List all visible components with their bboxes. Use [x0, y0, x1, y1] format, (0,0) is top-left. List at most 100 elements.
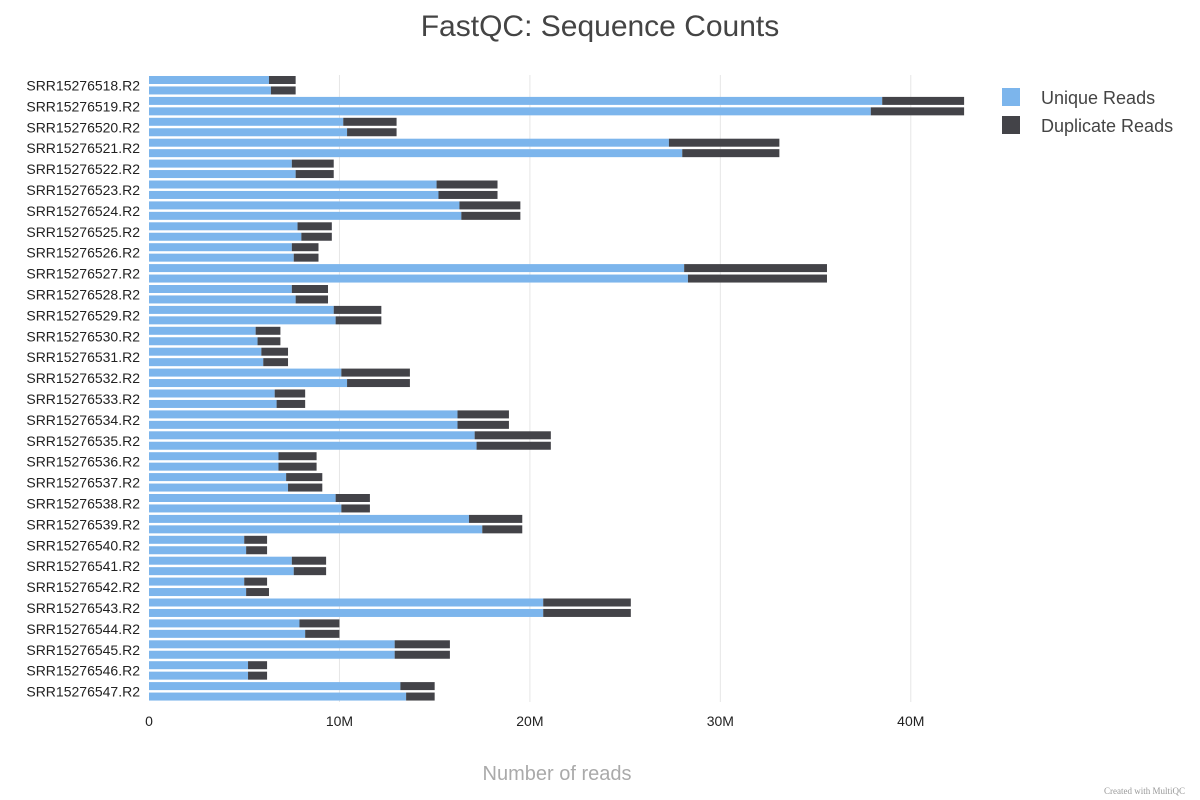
bar-group-56[interactable] [149, 661, 268, 670]
bar-group-55[interactable] [149, 650, 450, 659]
bar-unique-34[interactable] [149, 431, 475, 440]
bar-unique-7[interactable] [149, 149, 683, 158]
bar-duplicate-36[interactable] [278, 452, 317, 461]
bar-unique-18[interactable] [149, 264, 685, 273]
bar-group-59[interactable] [149, 692, 435, 701]
bar-unique-27[interactable] [149, 358, 264, 367]
bar-duplicate-44[interactable] [244, 535, 268, 544]
bar-group-48[interactable] [149, 577, 268, 586]
bar-unique-48[interactable] [149, 577, 245, 586]
bar-group-14[interactable] [149, 222, 332, 231]
bar-group-8[interactable] [149, 159, 334, 168]
bar-duplicate-28[interactable] [341, 368, 410, 377]
bar-duplicate-49[interactable] [246, 588, 269, 597]
bar-duplicate-5[interactable] [347, 128, 397, 137]
bar-duplicate-59[interactable] [406, 692, 435, 701]
bar-unique-12[interactable] [149, 201, 460, 210]
bar-unique-19[interactable] [149, 274, 688, 283]
bar-group-37[interactable] [149, 462, 317, 471]
bar-group-23[interactable] [149, 316, 382, 325]
bar-unique-58[interactable] [149, 682, 401, 691]
bar-group-29[interactable] [149, 379, 410, 388]
bar-group-11[interactable] [149, 190, 498, 199]
bar-unique-24[interactable] [149, 326, 256, 335]
credit-text[interactable]: Created with MultiQC [1104, 786, 1185, 796]
bar-unique-28[interactable] [149, 368, 342, 377]
bar-duplicate-57[interactable] [248, 671, 268, 680]
bar-group-45[interactable] [149, 546, 268, 555]
bar-unique-51[interactable] [149, 608, 544, 617]
bar-group-26[interactable] [149, 347, 289, 356]
bar-unique-53[interactable] [149, 629, 306, 638]
bar-duplicate-10[interactable] [436, 180, 498, 189]
bar-group-47[interactable] [149, 567, 327, 576]
bar-unique-16[interactable] [149, 243, 292, 252]
bar-duplicate-50[interactable] [543, 598, 631, 607]
bar-group-25[interactable] [149, 337, 281, 346]
bar-group-13[interactable] [149, 211, 521, 220]
bar-duplicate-17[interactable] [293, 253, 319, 262]
bar-duplicate-37[interactable] [278, 462, 317, 471]
bar-unique-52[interactable] [149, 619, 300, 628]
bar-unique-56[interactable] [149, 661, 249, 670]
bar-unique-40[interactable] [149, 494, 336, 502]
bar-unique-37[interactable] [149, 462, 279, 471]
bar-duplicate-40[interactable] [335, 494, 370, 502]
legend-swatch-duplicate[interactable] [1002, 116, 1020, 134]
bar-unique-21[interactable] [149, 295, 296, 304]
bar-group-24[interactable] [149, 326, 281, 335]
bar-duplicate-14[interactable] [297, 222, 332, 231]
bar-duplicate-54[interactable] [394, 640, 450, 649]
bar-unique-23[interactable] [149, 316, 336, 325]
bar-unique-44[interactable] [149, 535, 245, 544]
bar-duplicate-0[interactable] [268, 76, 296, 84]
bar-unique-47[interactable] [149, 567, 294, 576]
bar-group-46[interactable] [149, 556, 327, 565]
bar-group-9[interactable] [149, 170, 334, 179]
bar-group-17[interactable] [149, 253, 319, 262]
bar-duplicate-24[interactable] [255, 326, 281, 335]
bar-group-40[interactable] [149, 494, 370, 502]
bar-group-22[interactable] [149, 305, 382, 314]
bar-group-21[interactable] [149, 295, 329, 304]
bar-duplicate-8[interactable] [291, 159, 334, 168]
bar-duplicate-3[interactable] [870, 107, 965, 116]
bar-unique-36[interactable] [149, 452, 279, 461]
bar-unique-15[interactable] [149, 232, 302, 241]
bar-duplicate-41[interactable] [341, 504, 370, 513]
bar-group-51[interactable] [149, 608, 631, 617]
bar-group-31[interactable] [149, 399, 306, 408]
bar-duplicate-22[interactable] [333, 305, 382, 314]
legend-item-unique[interactable]: Unique Reads [1002, 88, 1155, 108]
bar-duplicate-38[interactable] [286, 473, 323, 482]
bar-duplicate-16[interactable] [291, 243, 319, 252]
bar-duplicate-55[interactable] [394, 650, 450, 659]
bar-duplicate-58[interactable] [400, 682, 435, 691]
bar-unique-54[interactable] [149, 640, 395, 649]
bar-unique-2[interactable] [149, 96, 883, 105]
legend-label-duplicate[interactable]: Duplicate Reads [1041, 116, 1173, 136]
bar-duplicate-56[interactable] [248, 661, 268, 670]
bar-duplicate-31[interactable] [276, 399, 306, 408]
bar-group-19[interactable] [149, 274, 827, 283]
legend-swatch-unique[interactable] [1002, 88, 1020, 106]
bar-duplicate-25[interactable] [257, 337, 281, 346]
bar-group-36[interactable] [149, 452, 317, 461]
bar-group-57[interactable] [149, 671, 268, 680]
bar-duplicate-53[interactable] [305, 629, 340, 638]
bar-unique-31[interactable] [149, 399, 277, 408]
bar-duplicate-32[interactable] [457, 410, 509, 419]
bar-duplicate-34[interactable] [474, 431, 551, 440]
bar-group-3[interactable] [149, 107, 965, 116]
bar-duplicate-21[interactable] [295, 295, 329, 304]
bar-duplicate-18[interactable] [684, 264, 827, 273]
bar-group-58[interactable] [149, 682, 435, 691]
bar-group-0[interactable] [149, 76, 296, 84]
bar-group-16[interactable] [149, 243, 319, 252]
bar-unique-13[interactable] [149, 211, 462, 220]
bar-duplicate-9[interactable] [295, 170, 334, 179]
bar-duplicate-13[interactable] [461, 211, 521, 220]
bar-unique-14[interactable] [149, 222, 298, 231]
bar-group-28[interactable] [149, 368, 410, 377]
bar-unique-25[interactable] [149, 337, 258, 346]
